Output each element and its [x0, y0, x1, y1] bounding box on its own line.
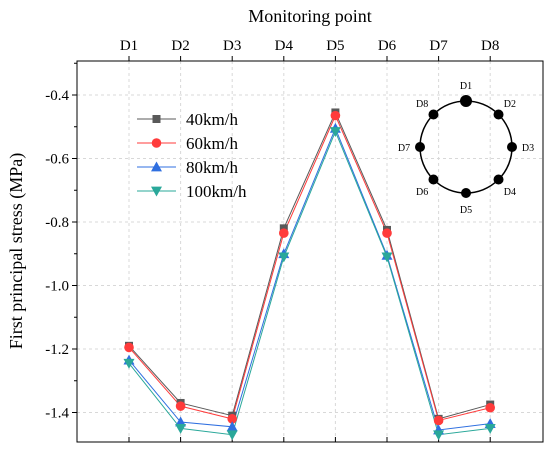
x-tick-label: D1 [120, 38, 138, 54]
inset-node [507, 142, 517, 152]
y-tick-label: -1.0 [45, 279, 69, 295]
data-point [329, 127, 341, 138]
inset-node-label: D4 [504, 187, 516, 198]
data-point [381, 252, 393, 263]
data-point [123, 358, 135, 369]
series-line [128, 114, 491, 422]
y-tick-label: -1.2 [45, 342, 69, 358]
legend-marker [152, 115, 161, 123]
data-point [124, 342, 134, 353]
y-tick-label: -1.4 [45, 406, 69, 422]
x-tick-label: D2 [171, 38, 189, 54]
inset-diagram: D1 D2 D3 D4 D5 D6 D7 D8 [398, 81, 534, 216]
data-point [175, 401, 186, 411]
legend-marker [151, 186, 162, 197]
chart-title: Monitoring point [248, 6, 372, 26]
data-point [278, 252, 290, 263]
inset-node [461, 188, 471, 198]
data-point [175, 416, 187, 427]
inset-node-label: D5 [460, 205, 472, 216]
data-point [227, 414, 237, 424]
data-point [226, 430, 238, 441]
data-point [226, 421, 238, 432]
legend-label: 60km/h [186, 134, 238, 153]
series-markers [123, 108, 496, 441]
data-point [485, 402, 496, 413]
data-point [330, 110, 341, 121]
data-point [175, 423, 187, 434]
series-lines [128, 111, 491, 436]
x-tick-label: D4 [275, 38, 294, 54]
inset-node-label: D6 [416, 187, 428, 198]
series-line [128, 130, 491, 436]
x-tick-label: D7 [429, 38, 448, 54]
legend-label: 80km/h [186, 158, 238, 177]
inset-node [460, 95, 472, 107]
inset-node [415, 142, 425, 152]
inset-node-label: D8 [416, 99, 428, 110]
inset-node [428, 109, 439, 120]
inset-node-label: D1 [460, 81, 472, 92]
data-point [433, 415, 444, 426]
legend-marker [151, 161, 162, 172]
x-tick-label: D8 [481, 38, 499, 54]
y-tick-label: -0.8 [45, 215, 69, 231]
legend: 40km/h 60km/h 80km/h 100km/h [137, 110, 247, 201]
data-point [382, 228, 392, 238]
y-axis: -0.4 -0.6 -0.8 -1.0 -1.2 -1.4 [45, 62, 77, 422]
inset-node [493, 174, 504, 185]
series-line [128, 127, 491, 431]
x-axis-top: D1 D2 D3 D4 D5 D6 D7 D8 [120, 38, 499, 442]
y-axis-label: First principal stress (MPa) [6, 153, 27, 349]
data-point [433, 430, 445, 441]
data-point [484, 423, 496, 434]
inset-node [428, 174, 439, 185]
x-tick-label: D3 [223, 38, 241, 54]
inset-node-label: D7 [398, 143, 410, 154]
inset-node-label: D3 [522, 143, 534, 154]
series-line [128, 111, 491, 420]
x-tick-label: D5 [326, 38, 344, 54]
legend-label: 40km/h [186, 110, 238, 129]
x-tick-label: D6 [378, 38, 397, 54]
data-point [279, 228, 289, 238]
plot-frame [76, 60, 544, 443]
legend-label: 100km/h [186, 182, 247, 201]
legend-marker [151, 138, 162, 148]
y-tick-label: -0.4 [45, 88, 69, 104]
inset-node-label: D2 [504, 99, 516, 110]
y-tick-label: -0.6 [45, 152, 69, 168]
grid [77, 61, 543, 442]
inset-node [493, 109, 504, 120]
